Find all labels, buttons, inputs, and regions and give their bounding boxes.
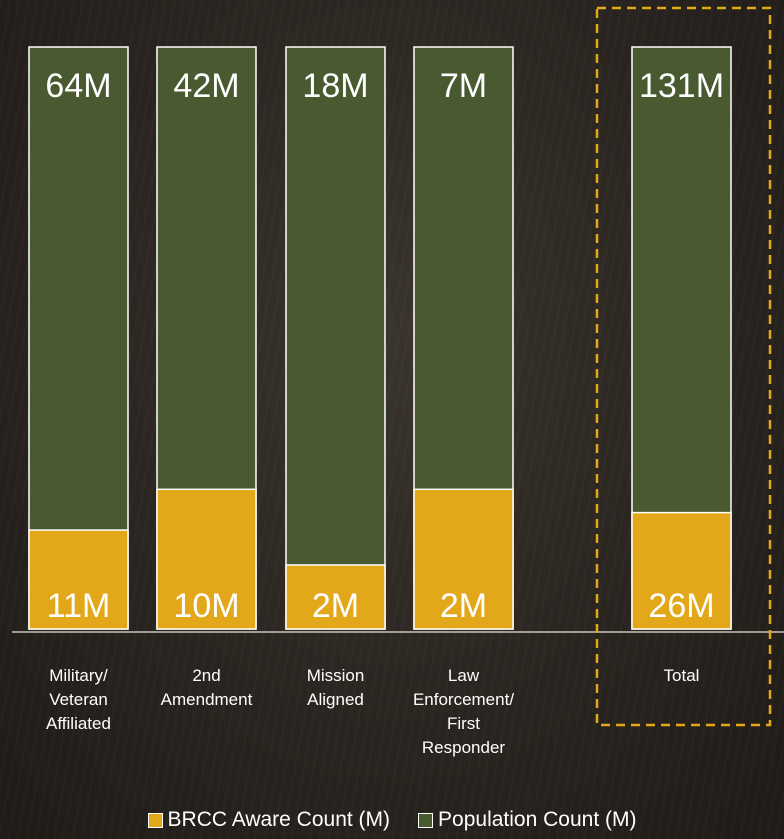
bar-aware-0 [28, 529, 129, 630]
category-label-0-line-2: Affiliated [46, 714, 111, 733]
aware-value-label-1: 10M [173, 587, 239, 625]
bar-aware-3 [413, 488, 514, 630]
population-value-label-1: 42M [173, 67, 239, 105]
total-highlight-box [595, 6, 772, 727]
legend-swatch-aware [147, 812, 163, 828]
legend-label-aware: BRCC Aware Count (M) [167, 808, 391, 831]
aware-value-label-3: 2M [440, 587, 487, 625]
aware-value-label-2: 2M [312, 587, 359, 625]
category-label-3-line-2: First [447, 714, 480, 733]
aware-value-label-0: 11M [47, 587, 111, 625]
population-value-label-0: 64M [45, 67, 111, 105]
category-label-0-line-0: Military/ [49, 666, 108, 685]
category-label-2-line-0: Mission [307, 666, 365, 685]
aware-value-label-4: 26M [648, 587, 714, 625]
category-label-4-line-0: Total [664, 666, 700, 685]
category-label-2-line-1: Aligned [307, 690, 364, 709]
bar-population-2 [285, 46, 386, 630]
bar-aware-4 [631, 511, 732, 630]
category-label-1-line-1: Amendment [161, 690, 253, 709]
population-value-label-3: 7M [440, 67, 487, 105]
legend-item-aware: BRCC Aware Count (M) [147, 808, 391, 832]
legend-item-population: Population Count (M) [418, 808, 636, 832]
stacked-bar-chart: 64M 11M Military/Veteran Affiliated 42M 10M 2n… [12, 6, 784, 757]
category-label-3-line-3: Responder [422, 738, 506, 757]
bar-aware-1 [156, 488, 257, 630]
category-label-0-line-1: Veteran [49, 690, 108, 709]
category-label-3-line-0: Law [448, 666, 480, 685]
population-value-label-2: 18M [302, 67, 368, 105]
category-label-3-line-1: Enforcement/ [413, 690, 514, 709]
category-label-1-line-0: 2nd [192, 666, 220, 685]
legend-label-population: Population Count (M) [438, 808, 637, 831]
chart-legend: BRCC Aware Count (M) Population Count (M… [0, 808, 784, 832]
legend-swatch-population [418, 812, 434, 828]
population-value-label-4: 131M [639, 67, 724, 105]
bar-aware-2 [285, 564, 386, 630]
